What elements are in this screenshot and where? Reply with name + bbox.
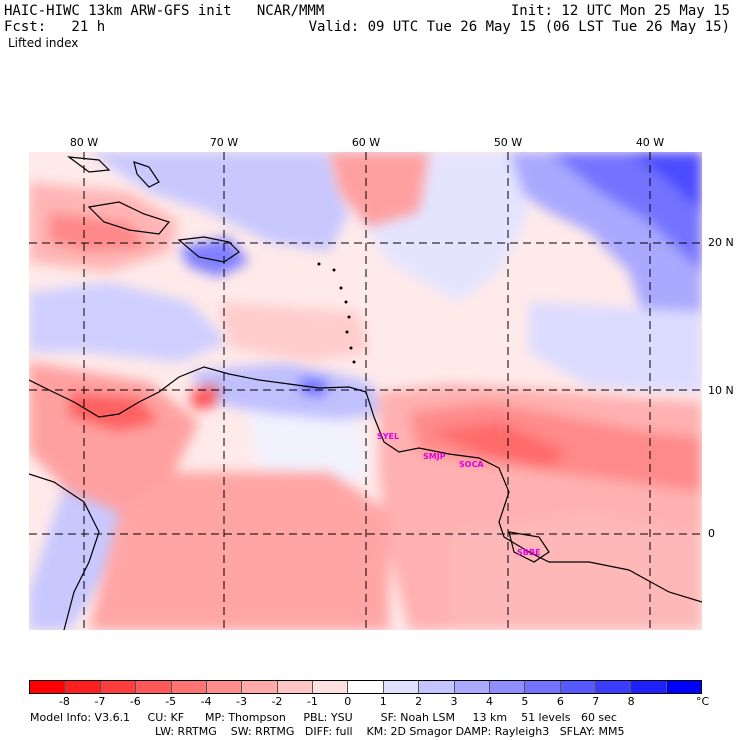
init-time: Init: 12 UTC Mon 25 May 15 <box>510 3 730 19</box>
station-sbbe: SBBE <box>517 548 541 557</box>
colorbar-tick-label: -6 <box>129 695 141 708</box>
colorbar-tick-label: -2 <box>271 695 283 708</box>
lifted-index-map: SYEL SMJP SOCA SBBE <box>29 152 702 630</box>
colorbar-cell <box>631 681 667 693</box>
coastlines <box>29 156 702 630</box>
field-name: Lifted index <box>8 36 79 50</box>
colorbar-tick-label: 5 <box>521 695 529 708</box>
station-soca: SOCA <box>459 460 484 469</box>
colorbar-tick-label: 4 <box>485 695 493 708</box>
station-syel: SYEL <box>377 432 400 441</box>
model-info-line1: Model Info: V3.6.1 CU: KF MP: Thompson P… <box>30 711 617 724</box>
valid-time: Valid: 09 UTC Tue 26 May 15 (06 LST Tue … <box>308 19 730 35</box>
colorbar-cell <box>277 681 313 693</box>
colorbar-cell <box>454 681 490 693</box>
colorbar-cell <box>171 681 207 693</box>
colorbar-cell <box>560 681 596 693</box>
map-svg <box>29 152 702 630</box>
lon-label-60w: 60 W <box>351 136 381 149</box>
colorbar-tick-label: -5 <box>165 695 177 708</box>
colorbar-cell <box>489 681 526 693</box>
colorbar-tick-label: -1 <box>306 695 318 708</box>
colorbar-cell <box>136 681 172 693</box>
colorbar-tick-label: -8 <box>58 695 70 708</box>
colorbar-cell <box>666 681 702 693</box>
lat-label-10n: 10 N <box>708 384 734 397</box>
colorbar-cell <box>100 681 137 693</box>
lat-lon-grid <box>29 152 702 630</box>
colorbar-tick-label: 2 <box>415 695 423 708</box>
colorbar-cell <box>242 681 278 693</box>
island-chain <box>317 262 356 364</box>
colorbar-tick-label: -7 <box>94 695 106 708</box>
colorbar-unit: °C <box>696 695 710 708</box>
colorbar-tick-label: 7 <box>592 695 600 708</box>
colorbar-tick-label: 8 <box>627 695 635 708</box>
colorbar-tick-label: 6 <box>556 695 564 708</box>
colorbar-tick-label: 3 <box>450 695 458 708</box>
colorbar-cell <box>348 681 384 693</box>
lon-label-70w: 70 W <box>209 136 239 149</box>
colorbar-cell <box>525 681 561 693</box>
lat-label-0: 0 <box>708 527 715 540</box>
colorbar-cell <box>206 681 243 693</box>
colorbar-cell <box>65 681 101 693</box>
model-title: HAIC-HIWC 13km ARW-GFS init NCAR/MMM <box>4 3 325 19</box>
colorbar-cell <box>313 681 349 693</box>
lon-label-40w: 40 W <box>635 136 665 149</box>
colorbar-tick-label: -4 <box>200 695 212 708</box>
model-info-line2: LW: RRTMG SW: RRTMG DIFF: full KM: 2D Sm… <box>155 725 625 738</box>
colorbar-tick-label: 1 <box>379 695 387 708</box>
colorbar-cell <box>383 681 420 693</box>
lat-label-20n: 20 N <box>708 236 734 249</box>
colorbar-cell <box>30 681 66 693</box>
lon-label-80w: 80 W <box>69 136 99 149</box>
colorbar-cell <box>596 681 632 693</box>
colorbar-cell <box>419 681 455 693</box>
colorbar-tick-label: 0 <box>344 695 352 708</box>
station-smjp: SMJP <box>423 452 446 461</box>
forecast-hour: Fcst: 21 h <box>4 19 106 35</box>
colorbar <box>29 680 702 694</box>
lon-label-50w: 50 W <box>493 136 523 149</box>
colorbar-tick-label: -3 <box>236 695 247 708</box>
